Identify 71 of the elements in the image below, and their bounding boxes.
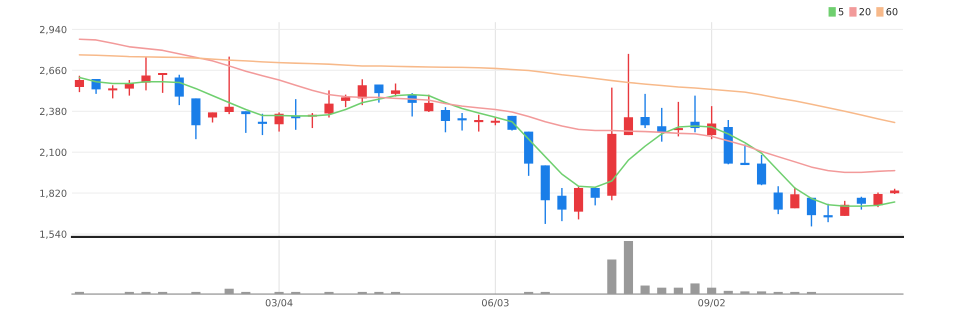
bar [224,288,234,294]
y-tick-label: 1,820 [40,190,66,198]
candlestick [108,84,118,100]
bar [390,292,400,294]
bar [724,290,733,294]
y-tick-label: 1,540 [40,230,66,239]
bar [274,292,284,294]
candlestick [624,53,634,136]
candlestick [390,82,400,98]
bar [624,240,634,294]
candlestick [174,74,184,106]
candlestick [640,93,650,129]
legend-label: 60 [886,8,898,16]
y-tick-label: 2,660 [40,66,66,76]
bar [358,292,367,294]
bar [607,260,616,294]
candlestick [224,56,234,115]
candlestick [774,186,783,215]
line-series [78,38,896,174]
candlestick [557,187,566,222]
bar [774,292,783,294]
bar [74,292,84,294]
candlestick [474,114,484,132]
bar [790,292,800,294]
x-tick-label: 03/04 [266,299,293,308]
candlestick [374,84,384,104]
bar [690,283,700,294]
bar [291,292,300,294]
y-tick-label: 2,380 [40,108,66,116]
candlestick [740,144,750,166]
candlestick [806,196,816,228]
bar [158,292,168,294]
bar [141,292,151,294]
candlestick [458,112,467,132]
candlestick [324,90,334,118]
candlestick [258,113,268,136]
y-tick-label: 2,940 [40,26,66,34]
candlestick [440,106,450,133]
candlestick [824,203,833,223]
legend-label: 20 [859,8,871,16]
candlestick [74,75,84,93]
candlestick [424,94,434,113]
candlestick [158,72,168,94]
candlestick [341,94,350,108]
candlestick [574,186,584,220]
bar [241,292,250,294]
bar [374,292,384,294]
candlestick [873,192,883,208]
candlestick [590,186,600,206]
bar [124,292,134,294]
bar [191,292,200,294]
bar [524,292,534,294]
bar [657,288,666,294]
bar [324,292,334,294]
bar [806,292,816,294]
line-series [78,54,896,124]
candlestick [358,78,367,106]
bar [540,292,550,294]
candlestick [291,98,300,131]
bar [640,286,650,294]
x-tick-label: 09/02 [698,299,725,308]
bar [674,288,683,294]
bar [707,288,716,294]
candlestick [856,196,866,210]
bar [740,291,750,294]
candlestick [790,186,800,209]
x-tick-label: 06/03 [482,299,509,308]
bar [756,291,766,294]
legend-label: 5 [838,8,844,16]
candlestick [756,154,766,186]
y-tick-label: 2,100 [40,148,66,157]
